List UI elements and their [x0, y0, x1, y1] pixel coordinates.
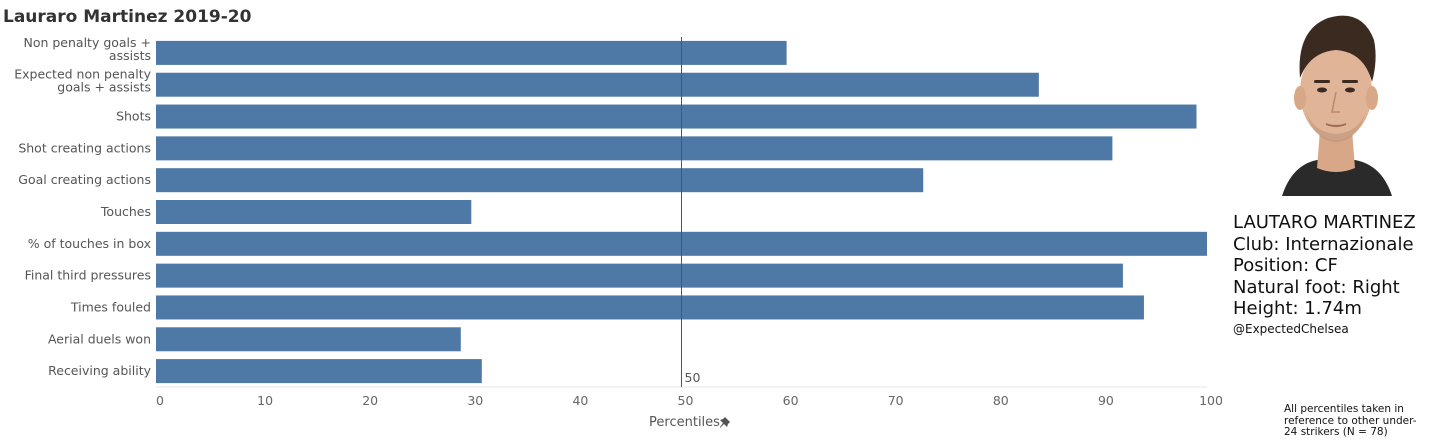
x-tick-label: 10 — [257, 393, 273, 408]
category-label: Aerial duels won — [48, 331, 151, 346]
reference-line-label: 50 — [685, 370, 701, 385]
chart-title: Lauraro Martinez 2019-20 — [3, 7, 252, 27]
bar — [156, 136, 1113, 161]
player-club: Club: Internazionale — [1233, 233, 1414, 255]
bar — [156, 40, 787, 65]
x-tick-label: 60 — [783, 393, 799, 408]
player-name: LAUTARO MARTINEZ — [1233, 212, 1416, 233]
x-tick-label: 70 — [888, 393, 904, 408]
x-tick-label: 20 — [362, 393, 378, 408]
pin-icon — [720, 417, 730, 428]
player-photo — [1262, 0, 1410, 196]
x-tick-label: 100 — [1199, 393, 1223, 408]
footnote: All percentiles taken in reference to ot… — [1284, 403, 1417, 438]
category-label: % of touches in box — [28, 236, 151, 251]
x-tick-label: 90 — [1098, 393, 1114, 408]
player-foot: Natural foot: Right — [1233, 276, 1400, 298]
category-label: Final third pressures — [25, 268, 151, 283]
player-height: Height: 1.74m — [1233, 298, 1362, 319]
category-label: Receiving ability — [48, 363, 151, 378]
player-position: Position: CF — [1233, 255, 1338, 276]
category-label: Shot creating actions — [18, 140, 151, 155]
x-tick-label: 30 — [467, 393, 483, 408]
x-tick-label: 50 — [678, 393, 694, 408]
bar — [156, 263, 1123, 288]
credit-handle: @ExpectedChelsea — [1233, 321, 1349, 336]
category-label: Touches — [100, 204, 151, 219]
bar — [156, 168, 924, 193]
player-info: LAUTARO MARTINEZ Club: Internazionale Po… — [1233, 212, 1416, 336]
category-label: Non penalty goals + assists — [23, 35, 151, 63]
bar — [156, 327, 461, 352]
category-label: Goal creating actions — [18, 172, 151, 187]
x-tick-label: 40 — [572, 393, 588, 408]
x-axis-title: Percentiles — [649, 415, 720, 430]
bar — [156, 104, 1197, 129]
category-label: Expected non penalty goals + assists — [14, 67, 151, 95]
x-tick-label: 80 — [993, 393, 1009, 408]
category-label: Shots — [116, 109, 151, 124]
percentile-bar-chart: Non penalty goals + assists Expected non p… — [14, 35, 1223, 430]
bar — [156, 359, 482, 384]
bar — [156, 295, 1144, 320]
category-label: Times fouled — [70, 299, 151, 314]
bar — [156, 200, 472, 224]
x-tick-label: 0 — [156, 393, 164, 408]
bar — [156, 72, 1039, 97]
